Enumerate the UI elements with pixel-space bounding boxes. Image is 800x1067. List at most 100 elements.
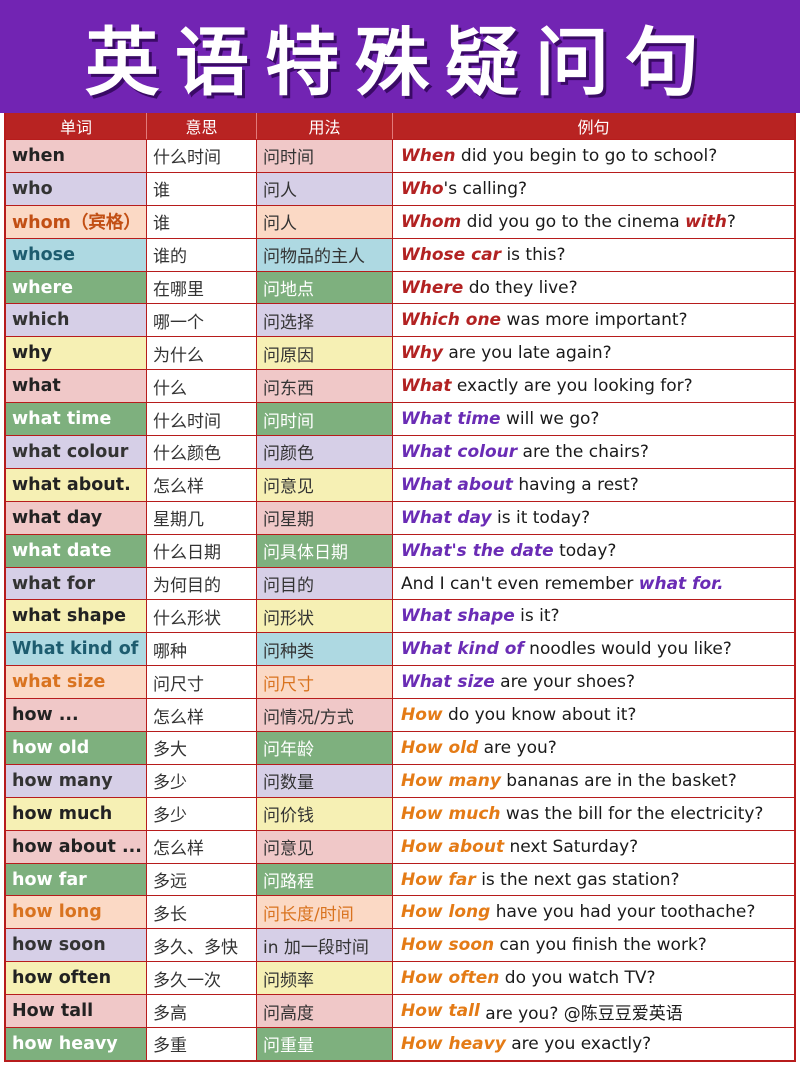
usage-cell: 问选择 bbox=[257, 304, 393, 337]
usage-cell: 问时间 bbox=[257, 140, 393, 172]
usage-cell: 问颜色 bbox=[257, 436, 393, 468]
table-row: How tall 多高 问高度 How tall are you? @陈豆豆爱英语 bbox=[6, 994, 794, 1028]
word-cell: how soon bbox=[6, 929, 147, 962]
word-cell: when bbox=[6, 140, 147, 172]
example-cell: Whom did you go to the cinema with? bbox=[393, 206, 794, 238]
example-text: is it? bbox=[514, 606, 560, 627]
meaning-cell: 多久一次 bbox=[147, 962, 257, 995]
table-row: when 什么时间 问时间 When did you begin to go to s… bbox=[6, 139, 794, 172]
usage-cell: 问原因 bbox=[257, 337, 393, 370]
meaning-cell: 哪种 bbox=[147, 633, 257, 666]
meaning-cell: 什么时间 bbox=[147, 140, 257, 172]
word-cell: what day bbox=[6, 501, 147, 534]
example-text: can you finish the work? bbox=[494, 935, 707, 956]
word-cell: how long bbox=[6, 896, 147, 929]
example-cell: What's the date today? bbox=[393, 535, 794, 567]
meaning-cell: 哪一个 bbox=[147, 304, 257, 337]
table-row: what about. 怎么样 问意见 What about having a res… bbox=[6, 467, 794, 501]
example-cell: How long have you had your toothache? bbox=[393, 896, 794, 928]
table-row: what date 什么日期 问具体日期 What's the date today? bbox=[6, 533, 794, 567]
usage-cell: 问长度/时间 bbox=[257, 896, 393, 929]
table-row: how far 多远 问路程 How far is the next gas stat… bbox=[6, 862, 794, 896]
meaning-cell: 什么形状 bbox=[147, 600, 257, 633]
table-row: what for 为何目的 问目的 And I can't even remember… bbox=[6, 566, 794, 600]
example-text: do you know about it? bbox=[442, 705, 637, 726]
example-keyword: How tall bbox=[401, 1001, 480, 1022]
table-row: whom（宾格）谁问人 Whom did you go to the cinema… bbox=[6, 204, 794, 238]
usage-cell: 问时间 bbox=[257, 403, 393, 436]
example-cell: Who's calling? bbox=[393, 173, 794, 205]
example-text: did you go to the cinema bbox=[461, 211, 686, 232]
table-row: how often 多久一次 问频率 How often do you watch T… bbox=[6, 961, 794, 995]
example-cell: How many bananas are in the basket? bbox=[393, 765, 794, 797]
word-cell: whom（宾格） bbox=[6, 205, 147, 238]
example-cell: How much was the bill for the electricit… bbox=[393, 798, 794, 830]
example-keyword: Which one bbox=[401, 310, 502, 331]
example-keyword: How much bbox=[401, 803, 501, 824]
example-text: noodles would you like? bbox=[523, 639, 732, 660]
example-keyword: What colour bbox=[401, 441, 518, 462]
word-cell: why bbox=[6, 337, 147, 370]
table-row: how old 多大 问年龄 How old are you? bbox=[6, 731, 794, 764]
example-keyword: How often bbox=[401, 968, 500, 989]
example-text: are the chairs? bbox=[517, 441, 649, 462]
usage-cell: 问尺寸 bbox=[257, 666, 393, 699]
example-text: ? bbox=[726, 211, 736, 232]
table-row: what day 星期几 问星期 What day is it today? bbox=[6, 500, 794, 534]
usage-cell: 问数量 bbox=[257, 764, 393, 797]
meaning-cell: 多高 bbox=[147, 995, 257, 1028]
example-keyword: what for. bbox=[638, 573, 724, 594]
example-cell: How do you know about it? bbox=[393, 699, 794, 731]
usage-cell: 问人 bbox=[257, 205, 393, 238]
table-body: when 什么时间 问时间 When did you begin to go to s… bbox=[6, 139, 794, 1060]
example-cell: Whose car is this? bbox=[393, 239, 794, 271]
table-row: what size 问尺寸 问尺寸 What size are your shoes? bbox=[6, 665, 794, 699]
usage-cell: 问具体日期 bbox=[257, 534, 393, 567]
example-keyword: What time bbox=[401, 409, 501, 430]
example-cell: How far is the next gas station? bbox=[393, 864, 794, 896]
usage-cell: 问星期 bbox=[257, 501, 393, 534]
meaning-cell: 什么 bbox=[147, 370, 257, 403]
example-cell: How about next Saturday? bbox=[393, 831, 794, 863]
example-cell: How often do you watch TV? bbox=[393, 962, 794, 994]
word-cell: what shape bbox=[6, 600, 147, 633]
usage-cell: 问东西 bbox=[257, 370, 393, 403]
meaning-cell: 怎么样 bbox=[147, 468, 257, 501]
header-word: 单词 bbox=[6, 113, 147, 139]
example-text: is this? bbox=[501, 244, 566, 265]
meaning-cell: 谁 bbox=[147, 205, 257, 238]
example-text: is it today? bbox=[491, 507, 591, 528]
example-keyword: How bbox=[401, 705, 443, 726]
meaning-cell: 多大 bbox=[147, 732, 257, 764]
meaning-cell: 怎么样 bbox=[147, 830, 257, 863]
example-text: are you exactly? bbox=[505, 1033, 652, 1054]
table-row: what time 什么时间 问时间 What time will we go? bbox=[6, 402, 794, 436]
example-cell: What colour are the chairs? bbox=[393, 436, 794, 468]
example-cell: How soon can you finish the work? bbox=[393, 929, 794, 961]
table-row: how many 多少 问数量 How many bananas are in the… bbox=[6, 763, 794, 797]
example-text: was the bill for the electricity? bbox=[500, 803, 764, 824]
table-row: how soon 多久、多快 in 加一段时间 How soon can you fi… bbox=[6, 928, 794, 962]
example-cell: What day is it today? bbox=[393, 502, 794, 534]
example-cell: What about having a rest? bbox=[393, 469, 794, 501]
table-row: where 在哪里 问地点 Where do they live? bbox=[6, 270, 794, 304]
example-text: did you begin to go to school? bbox=[455, 145, 718, 166]
example-cell: What shape is it? bbox=[393, 600, 794, 632]
meaning-cell: 多久、多快 bbox=[147, 929, 257, 962]
example-keyword: How about bbox=[401, 836, 505, 857]
example-cell: And I can't even remember what for. bbox=[393, 568, 794, 600]
example-keyword: What bbox=[401, 376, 452, 397]
table-row: how much 多少 问价钱 How much was the bill for t… bbox=[6, 796, 794, 830]
example-keyword: What kind of bbox=[401, 639, 524, 660]
table-row: What kind of 哪种 问种类 What kind of noodles wo… bbox=[6, 632, 794, 666]
example-text: bananas are in the basket? bbox=[500, 770, 737, 791]
example-cell: What size are your shoes? bbox=[393, 666, 794, 698]
usage-cell: 问人 bbox=[257, 172, 393, 205]
word-cell: what bbox=[6, 370, 147, 403]
example-keyword: How heavy bbox=[401, 1033, 506, 1054]
meaning-cell: 多少 bbox=[147, 797, 257, 830]
table-row: which 哪一个 问选择 Which one was more important? bbox=[6, 303, 794, 337]
word-cell: how many bbox=[6, 764, 147, 797]
word-cell: whose bbox=[6, 238, 147, 271]
usage-cell: 问目的 bbox=[257, 567, 393, 600]
